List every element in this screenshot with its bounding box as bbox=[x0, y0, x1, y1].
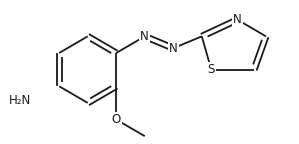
Text: N: N bbox=[169, 42, 178, 55]
Text: H₂N: H₂N bbox=[8, 94, 31, 108]
Text: N: N bbox=[140, 30, 149, 43]
Text: N: N bbox=[233, 13, 242, 26]
Text: S: S bbox=[208, 63, 215, 76]
Text: O: O bbox=[112, 113, 121, 126]
